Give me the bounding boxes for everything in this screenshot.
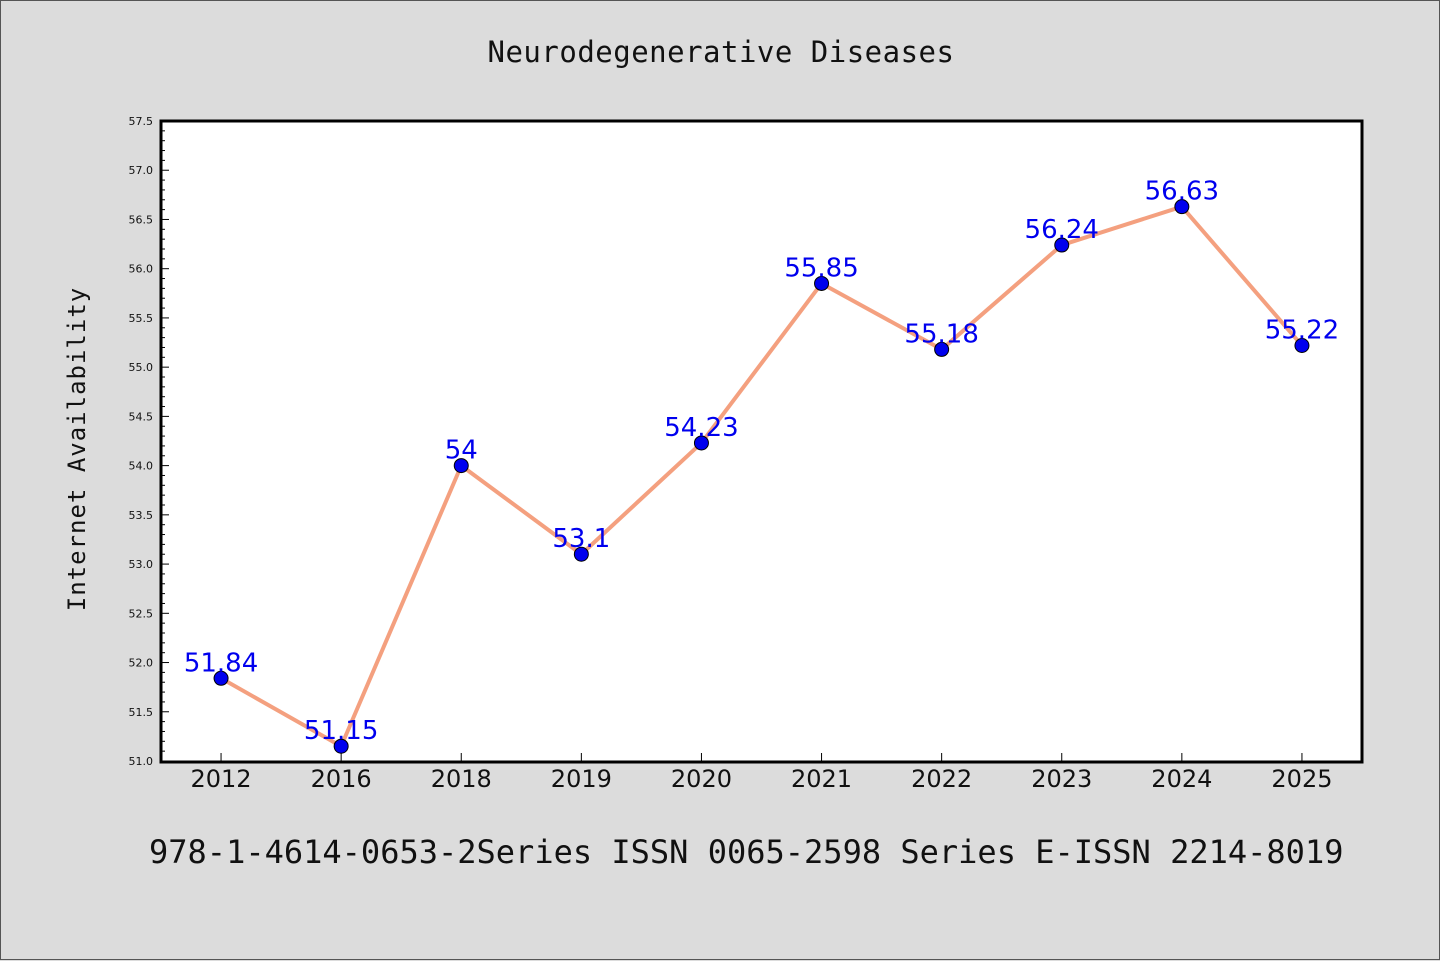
x-tick-label: 2016 bbox=[311, 765, 372, 793]
x-tick-label: 2024 bbox=[1151, 765, 1212, 793]
y-tick-label: 51.5 bbox=[129, 706, 154, 719]
data-point bbox=[1174, 199, 1190, 215]
y-tick-label: 51.0 bbox=[129, 755, 154, 768]
chart-title: Neurodegenerative Diseases bbox=[487, 35, 955, 69]
data-point bbox=[814, 275, 830, 291]
plot-area bbox=[159, 119, 1364, 764]
series-line bbox=[220, 204, 1304, 749]
y-tick-label: 57.0 bbox=[129, 164, 154, 177]
x-tick-label: 2019 bbox=[551, 765, 612, 793]
y-tick-label: 55.5 bbox=[129, 312, 154, 325]
x-tick-label: 2020 bbox=[671, 765, 732, 793]
data-labels-group: 51.84 51.15 54 53.1 54.23 55.85 55.18 56.24 56.6… bbox=[184, 177, 1339, 747]
footer-note: 978-1-4614-0653-2Series ISSN 0065-2598 S… bbox=[149, 833, 1344, 871]
x-tick-label: 2025 bbox=[1271, 765, 1332, 793]
data-point bbox=[1054, 237, 1070, 253]
y-tick-label: 55.0 bbox=[129, 361, 154, 374]
data-label: 55.22 bbox=[1265, 315, 1339, 345]
x-axis: 2012 2016 2018 2019 2020 2021 2022 2023 2024 2025 bbox=[191, 753, 1332, 793]
y-tick-label: 54.5 bbox=[129, 410, 154, 423]
data-point bbox=[934, 341, 950, 357]
data-point bbox=[693, 435, 709, 451]
data-point bbox=[1294, 337, 1310, 353]
x-tick-label: 2022 bbox=[911, 765, 972, 793]
data-label: 51.15 bbox=[304, 716, 378, 746]
y-axis: 51.0 51.5 52.0 52.5 53.0 53.5 54.0 54.5 55.0 55.5… bbox=[129, 115, 169, 768]
x-tick-label: 2012 bbox=[191, 765, 252, 793]
x-tick-label: 2023 bbox=[1031, 765, 1092, 793]
data-label: 54.23 bbox=[664, 413, 738, 443]
data-label: 54 bbox=[445, 436, 478, 466]
data-point bbox=[573, 546, 589, 562]
data-label: 51.84 bbox=[184, 648, 258, 678]
data-label: 55.18 bbox=[904, 319, 978, 349]
y-tick-label: 57.5 bbox=[129, 115, 154, 128]
y-tick-label: 56.0 bbox=[129, 263, 154, 276]
x-tick-label: 2021 bbox=[791, 765, 852, 793]
data-label: 55.85 bbox=[784, 253, 858, 283]
x-tick-label: 2018 bbox=[431, 765, 492, 793]
y-tick-label: 53.0 bbox=[129, 558, 154, 571]
data-point bbox=[333, 738, 349, 754]
data-label: 56.24 bbox=[1025, 215, 1099, 245]
markers-group bbox=[213, 199, 1310, 754]
data-point bbox=[213, 670, 229, 686]
y-tick-label: 52.5 bbox=[129, 607, 154, 620]
y-axis-label: Internet Availability bbox=[63, 287, 91, 611]
y-tick-label: 54.0 bbox=[129, 460, 154, 473]
series-line-group bbox=[220, 204, 1304, 749]
data-point bbox=[453, 458, 469, 474]
y-tick-label: 56.5 bbox=[129, 213, 154, 226]
data-label: 53.1 bbox=[552, 524, 610, 554]
y-tick-label: 53.5 bbox=[129, 509, 154, 522]
y-tick-label: 52.0 bbox=[129, 657, 154, 670]
data-label: 56.63 bbox=[1145, 177, 1219, 207]
